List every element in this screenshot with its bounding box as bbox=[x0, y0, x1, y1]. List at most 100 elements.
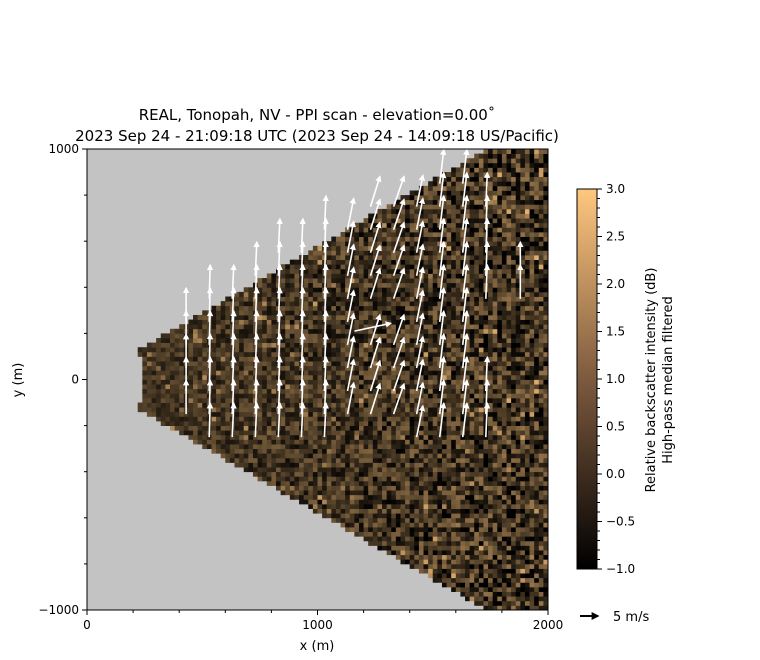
heatmap-cell bbox=[220, 301, 226, 307]
heatmap-cell bbox=[243, 319, 249, 325]
heatmap-cell bbox=[285, 397, 291, 403]
heatmap-cell bbox=[322, 513, 328, 519]
heatmap-cell bbox=[515, 439, 521, 445]
heatmap-cell bbox=[165, 351, 171, 357]
heatmap-cell bbox=[409, 554, 415, 560]
heatmap-cell bbox=[409, 420, 415, 426]
heatmap-cell bbox=[225, 310, 231, 316]
heatmap-cell bbox=[474, 218, 480, 224]
heatmap-cell bbox=[515, 181, 521, 187]
heatmap-cell bbox=[446, 319, 452, 325]
heatmap-cell bbox=[506, 291, 512, 297]
heatmap-cell bbox=[423, 204, 429, 210]
heatmap-cell bbox=[414, 559, 420, 565]
heatmap-cell bbox=[386, 430, 392, 436]
heatmap-cell bbox=[506, 554, 512, 560]
heatmap-cell bbox=[428, 485, 434, 491]
heatmap-cell bbox=[271, 310, 277, 316]
heatmap-cell bbox=[423, 273, 429, 279]
heatmap-cell bbox=[469, 172, 475, 178]
heatmap-cell bbox=[303, 462, 309, 468]
heatmap-cell bbox=[469, 568, 475, 574]
heatmap-cell bbox=[409, 264, 415, 270]
heatmap-cell bbox=[317, 485, 323, 491]
heatmap-cell bbox=[358, 393, 364, 399]
heatmap-cell bbox=[225, 347, 231, 353]
heatmap-cell bbox=[465, 296, 471, 302]
heatmap-cell bbox=[395, 476, 401, 482]
heatmap-cell bbox=[312, 287, 318, 293]
heatmap-cell bbox=[515, 563, 521, 569]
heatmap-cell bbox=[501, 517, 507, 523]
heatmap-cell bbox=[349, 517, 355, 523]
heatmap-cell bbox=[234, 314, 240, 320]
heatmap-cell bbox=[308, 370, 314, 376]
heatmap-cell bbox=[289, 467, 295, 473]
heatmap-cell bbox=[437, 508, 443, 514]
heatmap-cell bbox=[243, 420, 249, 426]
heatmap-cell bbox=[303, 490, 309, 496]
heatmap-cell bbox=[276, 439, 282, 445]
heatmap-cell bbox=[169, 397, 175, 403]
heatmap-cell bbox=[414, 328, 420, 334]
heatmap-cell bbox=[428, 245, 434, 251]
heatmap-cell bbox=[455, 540, 461, 546]
heatmap-cell bbox=[418, 485, 424, 491]
heatmap-cell bbox=[488, 278, 494, 284]
heatmap-cell bbox=[400, 522, 406, 528]
heatmap-cell bbox=[377, 241, 383, 247]
heatmap-cell bbox=[515, 586, 521, 592]
heatmap-cell bbox=[331, 420, 337, 426]
heatmap-cell bbox=[437, 476, 443, 482]
heatmap-cell bbox=[326, 374, 332, 380]
heatmap-cell bbox=[469, 577, 475, 583]
heatmap-cell bbox=[488, 314, 494, 320]
heatmap-cell bbox=[331, 485, 337, 491]
heatmap-cell bbox=[382, 374, 388, 380]
heatmap-cell bbox=[368, 310, 374, 316]
heatmap-cell bbox=[354, 517, 360, 523]
heatmap-cell bbox=[280, 296, 286, 302]
heatmap-cell bbox=[289, 305, 295, 311]
heatmap-cell bbox=[409, 499, 415, 505]
heatmap-cell bbox=[465, 167, 471, 173]
heatmap-cell bbox=[220, 407, 226, 413]
heatmap-cell bbox=[460, 480, 466, 486]
heatmap-cell bbox=[312, 434, 318, 440]
heatmap-cell bbox=[483, 605, 489, 610]
heatmap-cell bbox=[146, 397, 152, 403]
heatmap-cell bbox=[142, 402, 148, 408]
heatmap-cell bbox=[349, 420, 355, 426]
heatmap-cell bbox=[391, 393, 397, 399]
heatmap-cell bbox=[331, 439, 337, 445]
heatmap-cell bbox=[303, 338, 309, 344]
heatmap-cell bbox=[474, 310, 480, 316]
heatmap-cell bbox=[418, 231, 424, 237]
heatmap-cell bbox=[165, 374, 171, 380]
heatmap-cell bbox=[497, 365, 503, 371]
heatmap-cell bbox=[280, 278, 286, 284]
heatmap-cell bbox=[451, 434, 457, 440]
heatmap-cell bbox=[335, 324, 341, 330]
heatmap-cell bbox=[271, 402, 277, 408]
heatmap-cell bbox=[202, 388, 208, 394]
heatmap-cell bbox=[400, 250, 406, 256]
heatmap-cell bbox=[312, 411, 318, 417]
heatmap-cell bbox=[331, 287, 337, 293]
heatmap-cell bbox=[276, 411, 282, 417]
heatmap-cell bbox=[368, 264, 374, 270]
heatmap-cell bbox=[317, 347, 323, 353]
heatmap-cell bbox=[326, 448, 332, 454]
heatmap-cell bbox=[446, 324, 452, 330]
heatmap-cell bbox=[243, 457, 249, 463]
heatmap-cell bbox=[391, 388, 397, 394]
heatmap-cell bbox=[271, 305, 277, 311]
heatmap-cell bbox=[451, 296, 457, 302]
heatmap-cell bbox=[174, 351, 180, 357]
heatmap-cell bbox=[414, 402, 420, 408]
heatmap-cell bbox=[400, 370, 406, 376]
heatmap-cell bbox=[511, 402, 517, 408]
heatmap-cell bbox=[363, 508, 369, 514]
heatmap-cell bbox=[257, 278, 263, 284]
heatmap-cell bbox=[322, 411, 328, 417]
